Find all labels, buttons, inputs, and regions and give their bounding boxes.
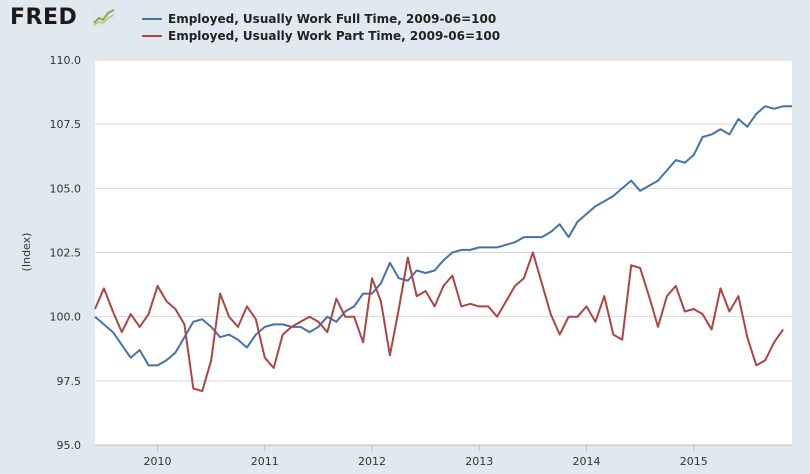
y-tick-label: 110.0 xyxy=(50,54,82,67)
x-tick-label: 2015 xyxy=(680,455,708,468)
y-tick-label: 100.0 xyxy=(50,311,82,324)
chart-legend: Employed, Usually Work Full Time, 2009-0… xyxy=(142,10,500,44)
series-line-part-time[interactable] xyxy=(94,251,784,393)
legend-item-part-time[interactable]: Employed, Usually Work Part Time, 2009-0… xyxy=(142,27,500,44)
chart-header: FRED Employed, Usually Work Full Time, 2… xyxy=(0,0,810,48)
x-axis: 2010 2011 2012 2013 2014 2015 xyxy=(144,445,708,468)
y-tick-label: 107.5 xyxy=(50,118,82,131)
x-tick-label: 2010 xyxy=(144,455,172,468)
y-tick-label: 105.0 xyxy=(50,182,82,195)
y-axis: 95.0 97.5 100.0 102.5 105.0 107.5 110.0 xyxy=(50,54,82,452)
series-lines xyxy=(94,105,792,393)
legend-swatch-full-time xyxy=(142,17,162,20)
fred-logo[interactable]: FRED xyxy=(10,5,78,30)
x-tick-label: 2011 xyxy=(251,455,279,468)
fred-line-chart-icon xyxy=(92,7,116,27)
legend-swatch-part-time xyxy=(142,34,162,37)
x-tick-label: 2014 xyxy=(572,455,600,468)
grid-lines xyxy=(95,59,792,446)
series-line-full-time[interactable] xyxy=(94,105,792,367)
y-tick-label: 97.5 xyxy=(57,375,82,388)
y-tick-label: 95.0 xyxy=(57,439,82,452)
legend-label-full-time: Employed, Usually Work Full Time, 2009-0… xyxy=(168,11,497,26)
y-axis-title: (Index) xyxy=(20,233,33,272)
x-tick-label: 2012 xyxy=(358,455,386,468)
y-tick-label: 102.5 xyxy=(50,247,82,260)
x-tick-label: 2013 xyxy=(465,455,493,468)
legend-item-full-time[interactable]: Employed, Usually Work Full Time, 2009-0… xyxy=(142,10,500,27)
legend-label-part-time: Employed, Usually Work Part Time, 2009-0… xyxy=(168,28,501,43)
